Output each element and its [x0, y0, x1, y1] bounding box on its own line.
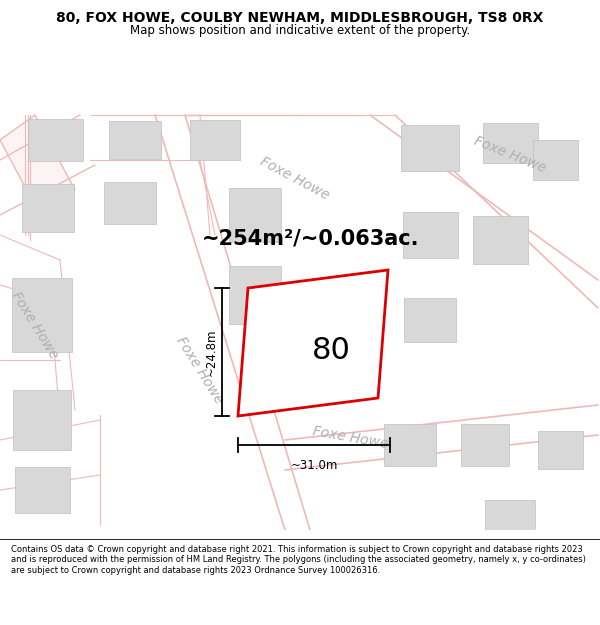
Polygon shape: [485, 500, 535, 530]
Text: ~24.8m: ~24.8m: [205, 328, 218, 376]
Text: Contains OS data © Crown copyright and database right 2021. This information is : Contains OS data © Crown copyright and d…: [11, 545, 586, 574]
Polygon shape: [14, 468, 70, 512]
Text: Foxe Howe: Foxe Howe: [311, 424, 389, 451]
Polygon shape: [403, 213, 458, 258]
Text: ~254m²/~0.063ac.: ~254m²/~0.063ac.: [201, 228, 419, 248]
Polygon shape: [238, 270, 388, 416]
Polygon shape: [401, 126, 459, 171]
Polygon shape: [104, 182, 156, 224]
Text: Foxe Howe: Foxe Howe: [9, 289, 61, 361]
Polygon shape: [404, 298, 456, 343]
Polygon shape: [229, 188, 281, 242]
Polygon shape: [22, 184, 74, 232]
Polygon shape: [533, 140, 577, 180]
Text: Foxe Howe: Foxe Howe: [174, 334, 226, 406]
Text: Foxe Howe: Foxe Howe: [472, 134, 548, 176]
Polygon shape: [384, 424, 436, 466]
Text: 80, FOX HOWE, COULBY NEWHAM, MIDDLESBROUGH, TS8 0RX: 80, FOX HOWE, COULBY NEWHAM, MIDDLESBROU…: [56, 11, 544, 25]
Polygon shape: [190, 120, 240, 160]
Polygon shape: [109, 121, 161, 159]
Polygon shape: [12, 278, 72, 352]
Polygon shape: [461, 424, 509, 466]
Polygon shape: [229, 266, 281, 324]
Polygon shape: [482, 123, 538, 163]
Polygon shape: [473, 216, 527, 264]
Text: 80: 80: [311, 336, 350, 366]
Text: ~31.0m: ~31.0m: [290, 459, 338, 472]
Polygon shape: [538, 431, 583, 469]
Polygon shape: [28, 119, 83, 161]
Text: Foxe Howe: Foxe Howe: [258, 154, 332, 202]
Text: Map shows position and indicative extent of the property.: Map shows position and indicative extent…: [130, 24, 470, 37]
Polygon shape: [13, 390, 71, 450]
Polygon shape: [0, 115, 75, 215]
